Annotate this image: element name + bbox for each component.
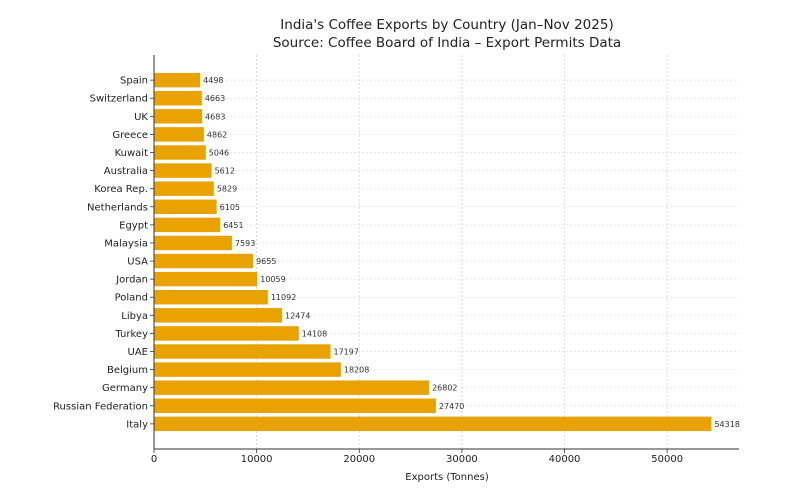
data-label: 5046 (209, 149, 229, 158)
bar-korea-rep- (154, 181, 214, 196)
bar-australia (154, 163, 212, 178)
y-tick-label: Libya (121, 311, 148, 322)
y-tick-label: Kuwait (115, 148, 148, 159)
x-tick-label: 20000 (343, 454, 375, 465)
y-tick-label: Malaysia (104, 238, 148, 249)
data-label: 18208 (344, 366, 369, 375)
data-label: 4683 (205, 112, 225, 121)
y-tick-label: Korea Rep. (94, 184, 148, 195)
data-label: 26802 (432, 384, 457, 393)
data-label: 6451 (223, 221, 243, 230)
data-label: 9655 (256, 257, 276, 266)
bar-kuwait (154, 145, 206, 160)
data-label: 27470 (439, 402, 464, 411)
bar-uae (154, 344, 331, 359)
y-tick-label: USA (127, 257, 148, 268)
bar-uk (154, 109, 203, 124)
y-tick-label: Germany (102, 383, 148, 394)
data-label: 10059 (260, 275, 285, 284)
x-tick-label: 30000 (446, 454, 478, 465)
y-tick-label: Poland (115, 293, 148, 304)
x-tick-label: 50000 (651, 454, 683, 465)
y-tick-label: Netherlands (87, 202, 148, 213)
bar-malaysia (154, 235, 232, 251)
chart-title-text: India's Coffee Exports by Country (Jan–N… (280, 17, 614, 33)
data-label: 5612 (215, 167, 235, 176)
x-tick-label: 40000 (549, 454, 581, 465)
data-label: 7593 (235, 239, 255, 248)
y-tick-label: Switzerland (90, 94, 148, 105)
chart-subtitle: Source: Coffee Board of India – Export P… (272, 35, 622, 51)
bar-switzerland (154, 90, 202, 106)
y-tick-label: Jordan (115, 275, 148, 286)
data-label: 54318 (714, 420, 739, 429)
bar-jordan (154, 271, 258, 287)
bars: 54318 27470 26802 18208 17197 14108 12474 11092… (154, 72, 740, 432)
data-label: 4862 (207, 130, 227, 139)
bar-usa (154, 253, 254, 269)
data-label: 6105 (220, 203, 240, 212)
data-label: 17197 (333, 347, 358, 356)
bar-egypt (154, 217, 221, 233)
data-label: 4663 (205, 94, 225, 103)
y-tick-label: Italy (126, 419, 148, 430)
bar-italy (154, 416, 712, 432)
y-tick-label: Turkey (114, 329, 148, 340)
bar-russian-federation (154, 398, 436, 414)
bar-spain (154, 72, 201, 88)
y-tick-label: Australia (104, 166, 148, 177)
y-tick-label: Belgium (107, 365, 148, 376)
chart-title: India's Coffee Exports by Country (Jan–N… (154, 16, 740, 52)
bar-libya (154, 308, 283, 323)
y-tick-label: Russian Federation (53, 401, 148, 412)
bar-poland (154, 289, 268, 305)
data-label: 11092 (271, 293, 296, 302)
bar-greece (154, 127, 204, 142)
axes: 0 10000 20000 30000 40000 50000 Italy Russian F… (53, 55, 739, 465)
bar-turkey (154, 326, 299, 341)
y-tick-label: UAE (128, 347, 148, 358)
bar-germany (154, 380, 430, 395)
y-tick-label: Greece (112, 130, 148, 141)
x-tick-label: 10000 (241, 454, 273, 465)
bar-netherlands (154, 199, 217, 215)
x-axis-label: Exports (Tonnes) (405, 472, 489, 483)
data-label: 14108 (302, 329, 327, 338)
data-label: 4498 (203, 76, 223, 85)
bar-belgium (154, 362, 341, 377)
y-tick-label: UK (134, 112, 148, 123)
x-tick-label: 0 (151, 454, 157, 465)
data-label: 5829 (217, 185, 237, 194)
y-tick-label: Egypt (119, 220, 148, 231)
data-label: 12474 (285, 311, 310, 320)
y-tick-label: Spain (120, 76, 148, 87)
